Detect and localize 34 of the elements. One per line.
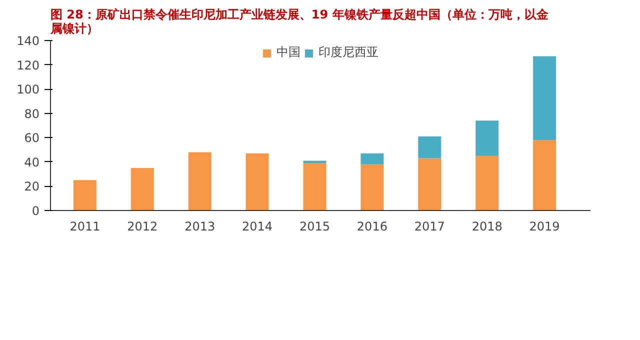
bar — [476, 156, 499, 210]
bar — [246, 153, 269, 210]
legend-label: 中国 — [276, 44, 300, 61]
y-tick-label: 140 — [16, 34, 40, 48]
x-tick-label: 2012 — [127, 220, 158, 234]
bar — [130, 168, 154, 210]
x-tick-label: 2013 — [184, 220, 216, 234]
x-tick-label: 2017 — [414, 220, 445, 234]
bar — [360, 164, 384, 210]
bar — [303, 160, 326, 164]
bar — [476, 120, 499, 156]
x-tick-label: 2016 — [356, 220, 388, 234]
bar — [533, 140, 556, 210]
bar — [303, 163, 326, 210]
x-tick-label: 2011 — [70, 220, 100, 234]
y-tick-label: 80 — [24, 106, 40, 121]
y-tick-label: 0 — [32, 204, 40, 218]
bar — [188, 152, 212, 210]
y-tick-label: 120 — [16, 58, 40, 72]
legend-label: 印度尼西亚 — [318, 44, 378, 61]
x-tick-label: 2014 — [242, 220, 273, 234]
x-tick-label: 2019 — [529, 220, 560, 234]
bar — [418, 136, 442, 158]
bar — [73, 180, 96, 210]
y-tick-label: 40 — [24, 155, 40, 170]
y-tick-label: 20 — [24, 180, 40, 194]
x-tick-label: 2018 — [472, 220, 502, 234]
chart-title: 图 28：原矿出口禁令催生印尼加工产业链发展、19 年镍铁产量反超中国（单位：万吨，以金属镍计） — [50, 8, 550, 36]
bar — [533, 56, 556, 140]
y-tick-label: 100 — [16, 82, 40, 97]
y-tick-label: 60 — [24, 131, 40, 146]
x-tick-label: 2015 — [299, 220, 330, 234]
bar — [360, 153, 384, 164]
bar — [418, 158, 442, 210]
